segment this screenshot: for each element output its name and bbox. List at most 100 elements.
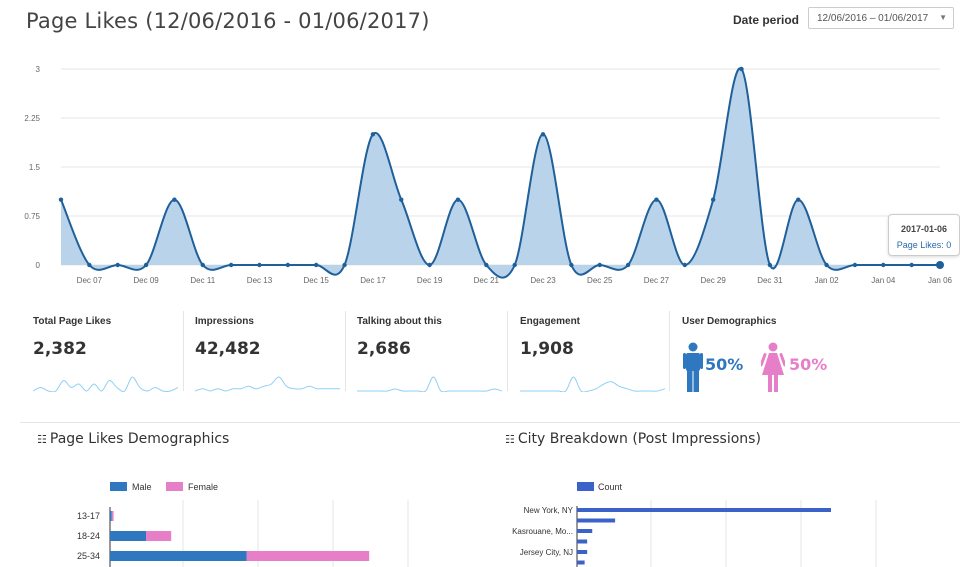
stat-label: Talking about this <box>357 316 442 327</box>
bar-female <box>146 531 172 541</box>
legend-label-count: Count <box>598 482 623 492</box>
female-icon <box>761 342 785 392</box>
x-tick-label: Dec 27 <box>644 276 670 285</box>
bar-count <box>577 550 588 554</box>
data-point <box>58 197 64 202</box>
x-tick-label: Dec 19 <box>417 276 443 285</box>
data-point <box>654 197 659 202</box>
date-period-label: Date period <box>733 13 800 27</box>
divider <box>183 311 184 391</box>
users-icon: ☷ <box>37 433 47 446</box>
stat-value: 42,482 <box>195 339 261 359</box>
y-tick-label: 3 <box>36 65 41 74</box>
stat-total-page-likes: Total Page Likes 2,382 <box>33 309 178 392</box>
data-point <box>370 132 376 137</box>
page-likes-demographics-chart: Male Female 13-17 18-24 25-34 <box>77 482 409 567</box>
data-point <box>796 197 801 202</box>
page-likes-demographics-label: Page Likes Demographics <box>49 431 230 447</box>
data-point <box>228 262 234 268</box>
y-tick-label: 0 <box>36 261 41 270</box>
y-tick-label: New York, NY <box>524 506 574 515</box>
data-point <box>455 197 461 202</box>
y-tick-label: 2.25 <box>24 114 40 123</box>
stat-label: Impressions <box>195 316 254 327</box>
x-tick-label: Dec 15 <box>304 276 330 285</box>
page-title: Page Likes (12/06/2016 - 01/06/2017) <box>26 9 430 33</box>
male-icon <box>683 342 703 392</box>
tooltip-date: 2017-01-06 <box>900 224 948 234</box>
bar-count <box>577 518 616 523</box>
data-point <box>597 262 602 268</box>
x-tick-label: Dec 13 <box>247 276 273 285</box>
legend-label-female: Female <box>188 482 218 492</box>
sparkline <box>357 376 502 392</box>
legend-swatch-male <box>110 482 127 491</box>
y-tick-label: Kasrouane, Mo... <box>512 527 573 536</box>
y-tick-label: 18-24 <box>77 531 100 541</box>
stat-talking-about-this: Talking about this 2,686 <box>357 309 502 392</box>
data-point <box>143 262 149 268</box>
data-point <box>936 261 944 269</box>
legend-swatch-count <box>577 482 594 491</box>
data-point <box>909 262 914 268</box>
sparkline-path <box>33 376 178 392</box>
stat-impressions: Impressions 42,482 <box>195 309 340 392</box>
chart-tooltip: 2017-01-06 Page Likes: 0 <box>888 214 960 256</box>
data-point <box>257 262 262 268</box>
divider <box>507 311 508 391</box>
bar-male <box>110 551 247 561</box>
stat-value: 2,382 <box>33 339 87 359</box>
data-point <box>200 262 205 268</box>
stat-value: 2,686 <box>357 339 411 359</box>
section-divider <box>20 422 960 423</box>
users-icon: ☷ <box>505 433 515 446</box>
data-point <box>710 197 716 202</box>
bar-count <box>577 560 585 565</box>
data-point <box>115 262 120 268</box>
data-point <box>881 262 886 268</box>
y-tick-label: Jersey City, NJ <box>520 548 573 557</box>
stat-label: Engagement <box>520 316 581 327</box>
x-tick-label: Dec 17 <box>360 276 386 285</box>
y-tick-label: 13-17 <box>77 511 100 521</box>
stat-engagement: Engagement 1,908 <box>520 309 665 392</box>
x-tick-label: Dec 25 <box>587 276 613 285</box>
date-period-select[interactable]: 12/06/2016 – 01/06/2017 ▼ <box>808 7 954 29</box>
bar-male <box>110 531 146 541</box>
data-point <box>484 262 489 268</box>
sparkline <box>33 376 178 392</box>
data-point <box>313 262 319 268</box>
female-percentage: 50% <box>789 355 828 374</box>
data-point <box>852 262 858 268</box>
city-breakdown-chart: Count New York, NY Kasrouane, Mo... Jersey … <box>512 482 877 567</box>
data-point <box>767 262 773 268</box>
data-point <box>625 262 631 268</box>
page-likes-chart: 0 0.75 1.5 2.25 3 Dec 07 Dec 09 Dec 11 Dec 13 Dec… <box>24 65 953 285</box>
bar-female <box>246 551 370 561</box>
data-point <box>739 66 744 72</box>
x-tick-label: Dec 11 <box>190 276 215 285</box>
x-tick-label: Jan 06 <box>928 276 953 285</box>
bar-male <box>110 511 112 521</box>
x-tick-label: Jan 04 <box>871 276 896 285</box>
page-likes-demographics-title: ☷ Page Likes Demographics <box>37 431 229 447</box>
x-tick-label: Dec 23 <box>530 276 556 285</box>
chevron-down-icon: ▼ <box>939 13 947 22</box>
y-tick-label: 25-34 <box>77 551 100 561</box>
data-point <box>824 262 829 268</box>
city-breakdown-title: ☷ City Breakdown (Post Impressions) <box>505 431 761 447</box>
stat-label: User Demographics <box>682 316 777 327</box>
bar-count <box>577 529 593 533</box>
sparkline <box>520 376 665 392</box>
sparkline-path <box>520 376 665 392</box>
y-tick-label: 1.5 <box>29 163 41 172</box>
sparkline <box>195 376 340 392</box>
divider <box>345 311 346 391</box>
data-point <box>512 262 517 268</box>
x-tick-label: Dec 09 <box>133 276 159 285</box>
x-tick-label: Jan 02 <box>815 276 840 285</box>
stat-value: 1,908 <box>520 339 574 359</box>
data-point <box>87 262 92 268</box>
data-point <box>342 262 347 268</box>
sparkline-path <box>357 376 502 392</box>
